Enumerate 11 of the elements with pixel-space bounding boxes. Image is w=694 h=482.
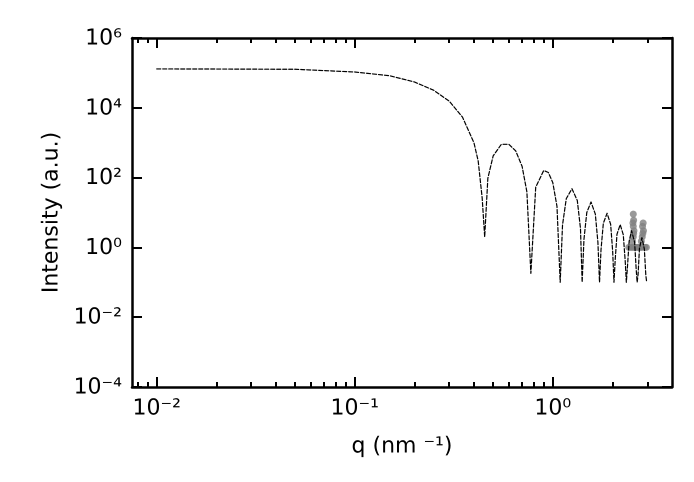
y-axis-title: Intensity (a.u.) bbox=[38, 132, 64, 294]
y-tick-label: 10⁴ bbox=[85, 95, 122, 120]
y-tick-label: 10⁰ bbox=[85, 234, 122, 260]
x-tick-label: 10⁻¹ bbox=[330, 396, 379, 420]
x-axis-title: q (nm ⁻¹) bbox=[352, 434, 452, 458]
x-tick-label: 10⁰ bbox=[534, 396, 572, 420]
y-tick-label: 10⁻⁴ bbox=[74, 374, 122, 400]
y-tick-label: 10² bbox=[85, 165, 122, 190]
y-tick-label: 10⁻² bbox=[74, 304, 122, 330]
x-tick-label: 10⁻² bbox=[132, 396, 181, 420]
y-tick-label: 10⁶ bbox=[85, 26, 122, 50]
